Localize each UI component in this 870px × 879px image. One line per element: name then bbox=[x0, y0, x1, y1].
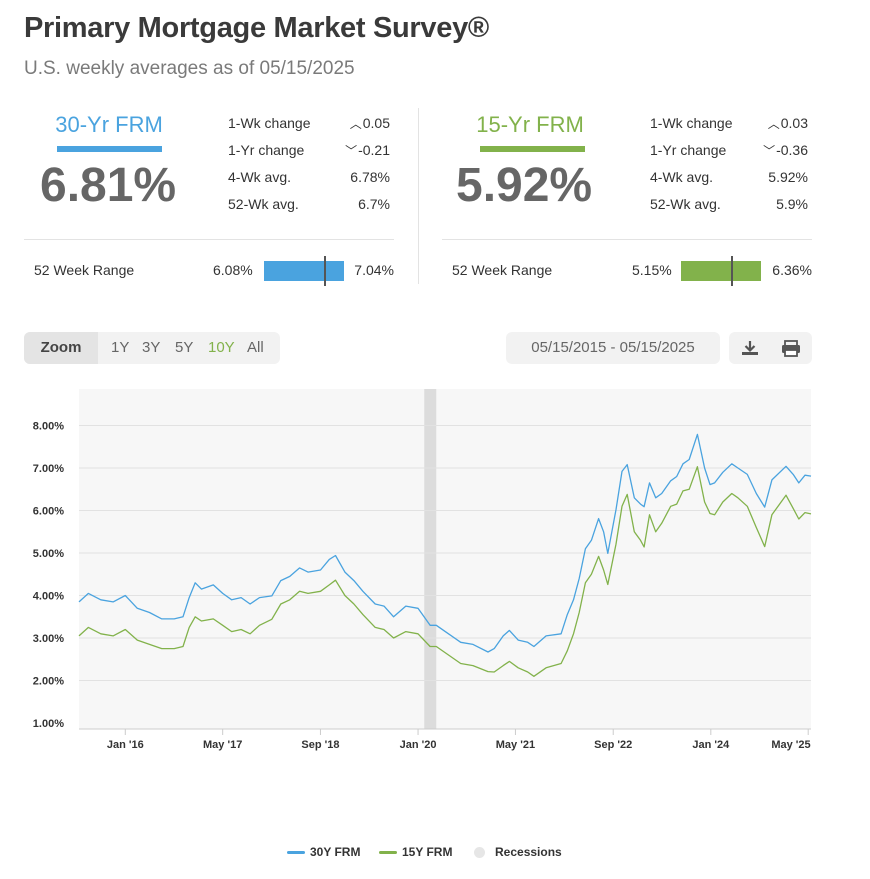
range-label: 52 Week Range bbox=[452, 262, 553, 278]
y-tick-label: 2.00% bbox=[33, 676, 64, 688]
zoom-bar: Zoom 1Y 3Y 5Y 10Y All bbox=[24, 332, 280, 364]
stat-label: 1-Yr change bbox=[650, 142, 727, 158]
range-high: 6.36% bbox=[772, 262, 812, 278]
zoom-10y-button[interactable]: 10Y bbox=[208, 339, 235, 356]
recession-band bbox=[424, 389, 437, 729]
y-tick-label: 7.00% bbox=[33, 463, 64, 475]
series-line bbox=[78, 466, 812, 677]
y-tick-label: 8.00% bbox=[33, 421, 64, 433]
y-tick-label: 5.00% bbox=[33, 548, 64, 560]
stat-value: ﹀-0.21 bbox=[345, 142, 390, 158]
range-label: 52 Week Range bbox=[34, 262, 135, 278]
y-tick-label: 3.00% bbox=[33, 633, 64, 645]
range-row: 52 Week Range 5.15% 6.36% bbox=[442, 256, 812, 286]
rate-panel-30yr: 30-Yr FRM 6.81% 1-Wk change ︿0.05 1-Yr c… bbox=[24, 108, 394, 288]
rate-stats: 1-Wk change ︿0.03 1-Yr change ﹀-0.36 4-W… bbox=[650, 113, 812, 221]
stat-row: 4-Wk avg. 5.92% bbox=[650, 167, 812, 194]
x-tick-label: May '17 bbox=[203, 739, 242, 751]
x-tick-label: Jan '16 bbox=[107, 739, 144, 751]
stat-row: 4-Wk avg. 6.78% bbox=[228, 167, 394, 194]
rate-underline bbox=[480, 146, 585, 152]
chevron-down-icon: ﹀ bbox=[345, 144, 358, 158]
stat-value: 6.78% bbox=[350, 169, 390, 185]
stat-row: 1-Yr change ﹀-0.21 bbox=[228, 140, 394, 167]
stat-row: 52-Wk avg. 6.7% bbox=[228, 194, 394, 221]
stat-label: 4-Wk avg. bbox=[228, 169, 292, 185]
stat-value: 6.7% bbox=[358, 196, 390, 212]
divider bbox=[24, 239, 394, 240]
x-tick-label: May '21 bbox=[496, 739, 535, 751]
stat-row: 1-Wk change ︿0.03 bbox=[650, 113, 812, 140]
stat-label: 4-Wk avg. bbox=[650, 169, 714, 185]
range-low: 6.08% bbox=[213, 262, 253, 278]
page-title: Primary Mortgage Market Survey® bbox=[24, 12, 489, 44]
legend-swatch bbox=[287, 851, 305, 854]
x-tick-label: Jan '20 bbox=[400, 739, 437, 751]
stat-label: 1-Wk change bbox=[228, 115, 311, 131]
rate-panel-15yr: 15-Yr FRM 5.92% 1-Wk change ︿0.03 1-Yr c… bbox=[442, 108, 812, 288]
legend-label: 15Y FRM bbox=[402, 845, 453, 859]
stat-label: 1-Yr change bbox=[228, 142, 305, 158]
legend-label: Recessions bbox=[495, 845, 562, 859]
zoom-5y-button[interactable]: 5Y bbox=[175, 339, 194, 356]
stat-label: 52-Wk avg. bbox=[228, 196, 299, 212]
stat-label: 52-Wk avg. bbox=[650, 196, 721, 212]
stat-value: ︿0.05 bbox=[349, 115, 390, 131]
stat-row: 52-Wk avg. 5.9% bbox=[650, 194, 812, 221]
download-button[interactable] bbox=[729, 332, 771, 364]
chevron-down-icon: ﹀ bbox=[763, 144, 776, 158]
stat-row: 1-Wk change ︿0.05 bbox=[228, 113, 394, 140]
x-tick-label: Sep '18 bbox=[301, 739, 339, 751]
stat-row: 1-Yr change ﹀-0.36 bbox=[650, 140, 812, 167]
series-line bbox=[78, 433, 812, 653]
rate-name: 15-Yr FRM bbox=[476, 112, 584, 137]
zoom-label: Zoom bbox=[24, 332, 98, 364]
divider bbox=[442, 239, 812, 240]
stat-value: 5.92% bbox=[768, 169, 808, 185]
download-icon bbox=[742, 341, 758, 355]
zoom-all-button[interactable]: All bbox=[247, 339, 264, 356]
chevron-up-icon: ︿ bbox=[767, 117, 780, 131]
stat-value: ﹀-0.36 bbox=[763, 142, 808, 158]
y-tick-label: 4.00% bbox=[33, 591, 64, 603]
legend-swatch bbox=[474, 847, 485, 858]
zoom-1y-button[interactable]: 1Y bbox=[111, 339, 130, 356]
plot-background bbox=[79, 389, 811, 729]
y-tick-label: 6.00% bbox=[33, 506, 64, 518]
range-bar bbox=[681, 256, 761, 286]
rate-value: 5.92% bbox=[456, 159, 593, 212]
range-low: 5.15% bbox=[632, 262, 672, 278]
y-tick-label: 1.00% bbox=[33, 718, 64, 730]
date-range-input[interactable]: 05/15/2015 - 05/15/2025 bbox=[506, 332, 720, 364]
range-marker bbox=[730, 256, 733, 286]
panel-divider bbox=[418, 108, 419, 284]
x-tick-label: Sep '22 bbox=[594, 739, 632, 751]
print-button[interactable] bbox=[771, 332, 812, 364]
rate-name: 30-Yr FRM bbox=[55, 112, 163, 137]
stat-value: 5.9% bbox=[776, 196, 808, 212]
rate-underline bbox=[57, 146, 162, 152]
print-icon bbox=[782, 340, 800, 357]
chevron-up-icon: ︿ bbox=[349, 117, 362, 131]
range-high: 7.04% bbox=[354, 262, 394, 278]
page-subtitle: U.S. weekly averages as of 05/15/2025 bbox=[24, 58, 355, 79]
range-marker bbox=[323, 256, 326, 286]
legend-label: 30Y FRM bbox=[310, 845, 361, 859]
stat-value: ︿0.03 bbox=[767, 115, 808, 131]
legend-swatch bbox=[379, 851, 397, 854]
rate-value: 6.81% bbox=[40, 159, 177, 212]
stat-label: 1-Wk change bbox=[650, 115, 733, 131]
x-tick-label: May '25 bbox=[771, 739, 810, 751]
zoom-3y-button[interactable]: 3Y bbox=[142, 339, 161, 356]
range-row: 52 Week Range 6.08% 7.04% bbox=[24, 256, 394, 286]
rate-stats: 1-Wk change ︿0.05 1-Yr change ﹀-0.21 4-W… bbox=[228, 113, 394, 221]
x-tick-label: Jan '24 bbox=[692, 739, 730, 751]
range-bar bbox=[264, 256, 344, 286]
